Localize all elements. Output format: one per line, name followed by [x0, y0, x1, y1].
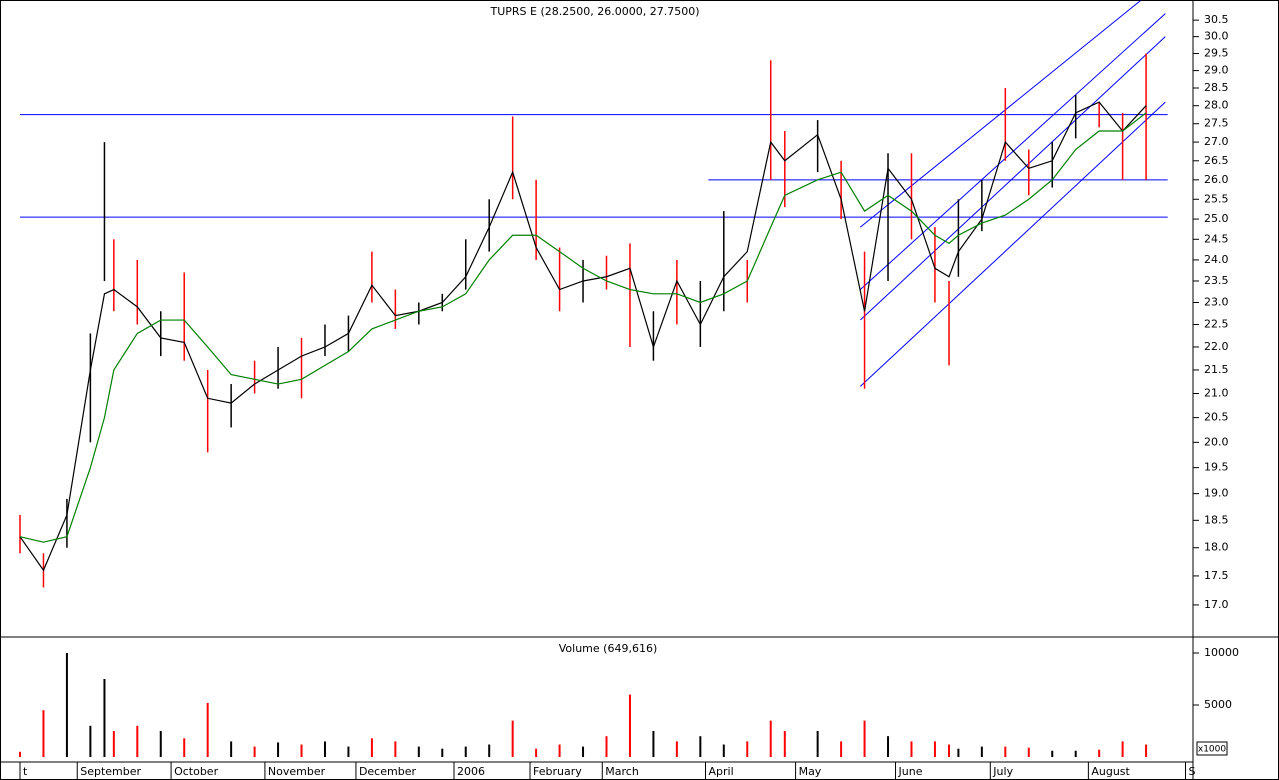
y-tick-label: 29.0: [1204, 64, 1229, 77]
x-tick-label: July: [992, 765, 1013, 778]
y-tick-label: 29.5: [1204, 46, 1229, 59]
x-tick-label: December: [359, 765, 417, 778]
y-tick-label: 28.5: [1204, 81, 1229, 94]
y-tick-label: 24.5: [1204, 232, 1229, 245]
y-tick-label: 17.5: [1204, 569, 1229, 582]
y-tick-label: 21.0: [1204, 387, 1229, 400]
y-tick-label: 24.0: [1204, 253, 1229, 266]
y-tick-label: 22.0: [1204, 340, 1229, 353]
y-tick-label: 5000: [1204, 698, 1232, 711]
x-tick-label: February: [533, 765, 582, 778]
y-tick-label: 20.5: [1204, 411, 1229, 424]
trend-line: [859, 101, 1166, 387]
trend-line: [860, 0, 1141, 228]
y-tick-label: 27.5: [1204, 117, 1229, 130]
y-tick-label: 21.5: [1204, 363, 1229, 376]
x-tick-label: June: [898, 765, 923, 778]
y-tick-label: 28.0: [1204, 99, 1229, 112]
unit-box: [1196, 741, 1228, 756]
y-tick-label: 17.0: [1204, 598, 1229, 611]
y-tick-label: 30.0: [1204, 30, 1229, 43]
y-tick-label: 25.0: [1204, 212, 1229, 225]
y-tick-label: 19.5: [1204, 461, 1229, 474]
x-tick-label: April: [709, 765, 734, 778]
x-tick-label: August: [1091, 765, 1130, 778]
y-tick-label: 20.0: [1204, 435, 1229, 448]
volume-title: Volume (649,616): [559, 642, 657, 655]
x-tick-label: March: [605, 765, 639, 778]
y-tick-label: 27.0: [1204, 135, 1229, 148]
x-tick-label: S: [1188, 765, 1195, 778]
price-title: TUPRS E (28.2500, 26.0000, 27.7500): [489, 5, 699, 18]
y-tick-label: 10000: [1204, 646, 1239, 659]
trend-line: [859, 36, 1166, 321]
y-tick-label: 18.5: [1204, 513, 1229, 526]
y-tick-label: 26.5: [1204, 154, 1229, 167]
moving-average: [19, 112, 1147, 543]
trend-line: [860, 13, 1166, 290]
x-tick-label: t: [23, 765, 28, 778]
y-tick-label: 30.5: [1204, 13, 1229, 26]
x-tick-label: 2006: [457, 765, 485, 778]
x-tick-label: May: [799, 765, 822, 778]
y-tick-label: 26.0: [1204, 173, 1229, 186]
y-tick-label: 18.0: [1204, 541, 1229, 554]
y-tick-label: 23.5: [1204, 274, 1229, 287]
y-tick-label: 22.5: [1204, 317, 1229, 330]
moving-average: [19, 101, 1147, 572]
x-tick-label: November: [268, 765, 326, 778]
unit-label: x1000: [1198, 745, 1227, 755]
y-tick-label: 19.0: [1204, 487, 1229, 500]
x-tick-label: September: [80, 765, 141, 778]
y-tick-label: 23.0: [1204, 295, 1229, 308]
y-tick-label: 25.5: [1204, 192, 1229, 205]
x-tick-label: October: [174, 765, 218, 778]
